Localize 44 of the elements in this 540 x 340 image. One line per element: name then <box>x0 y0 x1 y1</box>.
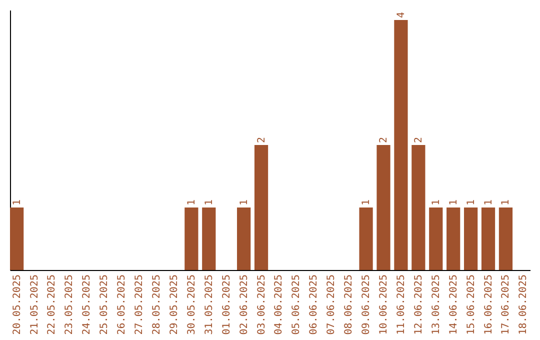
data-label: 2 <box>378 136 390 143</box>
x-tick-label: 01.06.2025 <box>221 274 232 335</box>
x-tick-label: 08.06.2025 <box>344 274 355 335</box>
x-tick-label: 21.05.2025 <box>29 274 40 335</box>
x-tick-label: 24.05.2025 <box>82 274 93 335</box>
data-label: 1 <box>448 199 460 206</box>
x-tick-label: 18.06.2025 <box>518 274 530 335</box>
data-label: 1 <box>500 199 512 206</box>
x-tick-label: 03.06.2025 <box>256 274 268 335</box>
x-tick-label: 15.06.2025 <box>466 274 477 335</box>
x-tick-label: 31.05.2025 <box>204 274 215 335</box>
data-label: 4 <box>396 12 407 18</box>
x-tick-label: 12.06.2025 <box>413 274 424 335</box>
data-label: 1 <box>12 199 23 206</box>
data-label: 1 <box>361 199 372 206</box>
x-tick-label: 30.05.2025 <box>186 274 198 335</box>
x-tick-label: 07.06.2025 <box>326 274 338 335</box>
x-tick-label: 09.06.2025 <box>361 274 372 335</box>
x-tick-label: 04.06.2025 <box>274 274 285 335</box>
data-label: 2 <box>256 136 268 143</box>
x-tick-label: 22.05.2025 <box>46 274 58 335</box>
x-tick-label: 14.06.2025 <box>448 274 460 335</box>
x-tick-label: 06.06.2025 <box>308 274 320 335</box>
data-label: 1 <box>430 199 442 206</box>
x-tick-label: 16.06.2025 <box>483 274 494 335</box>
x-tick-label: 28.05.2025 <box>152 274 162 335</box>
x-tick-label: 26.05.2025 <box>116 274 128 335</box>
x-tick-label: 20.05.2025 <box>12 274 23 335</box>
x-tick-label: 29.05.2025 <box>168 274 180 335</box>
data-label: 2 <box>413 136 424 143</box>
x-tick-label: 27.05.2025 <box>134 274 146 335</box>
data-label: 1 <box>483 199 494 206</box>
x-tick-label: 23.05.2025 <box>64 274 76 335</box>
data-label: 1 <box>238 199 250 206</box>
x-tick-label: 13.06.2025 <box>430 274 442 335</box>
x-tick-label: 25.05.2025 <box>99 274 110 335</box>
x-tick-label: 11.06.2025 <box>396 274 407 335</box>
data-label: 1 <box>186 199 198 206</box>
data-label: 1 <box>466 199 477 206</box>
x-tick-label: 17.06.2025 <box>500 274 512 335</box>
x-tick-label: 02.06.2025 <box>238 274 250 335</box>
data-label: 1 <box>204 199 215 206</box>
x-tick-label: 05.06.2025 <box>291 274 302 335</box>
x-tick-label: 10.06.2025 <box>378 274 390 335</box>
